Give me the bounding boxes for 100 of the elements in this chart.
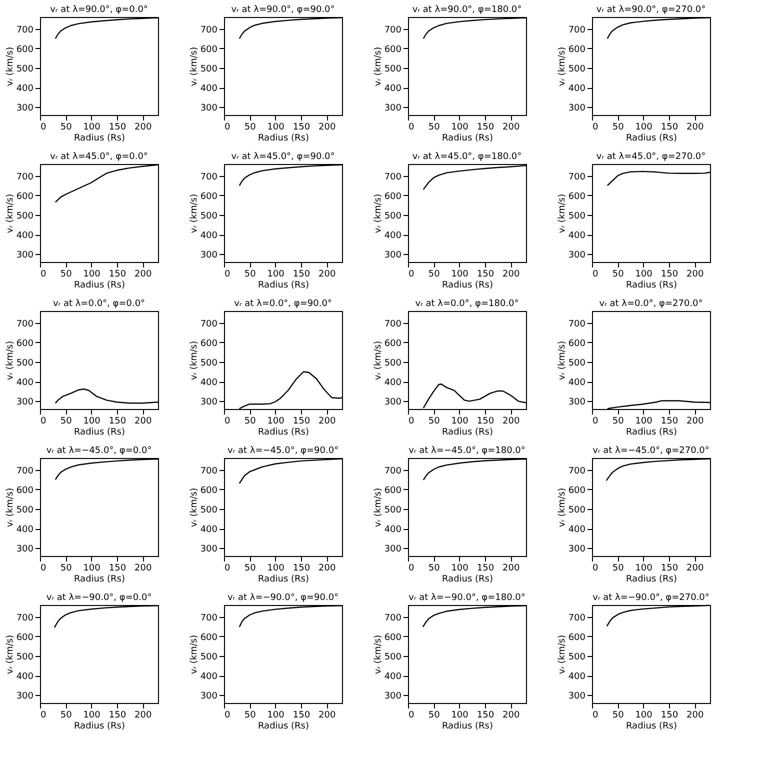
chart-title: vᵣ at λ=90.0°, φ=0.0° — [50, 5, 148, 15]
y-tick-label: 700 — [568, 613, 586, 624]
y-tick-label: 300 — [384, 250, 402, 261]
x-tick-label: 200 — [502, 416, 520, 426]
x-tick-label: 100 — [83, 710, 101, 720]
y-tick-label: 500 — [384, 64, 402, 74]
y-tick-label: 300 — [384, 692, 402, 702]
y-tick-label: 400 — [568, 672, 586, 682]
x-tick-label: 50 — [244, 416, 256, 426]
y-tick-label: 500 — [568, 505, 586, 516]
x-tick-label: 0 — [224, 564, 230, 574]
chart-title: vᵣ at λ=−45.0°, φ=180.0° — [408, 446, 526, 456]
y-tick-label: 700 — [568, 25, 586, 36]
y-tick-label: 400 — [568, 231, 586, 242]
x-tick-label: 200 — [502, 564, 520, 574]
y-axis-title: vᵣ (km/s) — [557, 46, 568, 86]
x-tick-label: 200 — [134, 122, 152, 132]
x-tick-label: 0 — [408, 710, 414, 720]
y-tick-label: 400 — [384, 84, 402, 94]
y-tick-label: 400 — [16, 231, 34, 242]
x-tick-label: 100 — [451, 270, 469, 280]
x-tick-label: 200 — [134, 270, 152, 280]
x-axis-title: Radius (Rs) — [74, 134, 126, 144]
y-tick-label: 500 — [384, 211, 402, 222]
y-axis-title: vᵣ (km/s) — [189, 194, 200, 234]
x-tick-label: 150 — [108, 564, 126, 574]
y-tick-label: 600 — [568, 486, 586, 496]
y-tick-label: 300 — [200, 692, 218, 702]
x-axis-title: Radius (Rs) — [442, 428, 494, 438]
chart-title: vᵣ at λ=45.0°, φ=270.0° — [596, 152, 706, 162]
x-tick-label: 200 — [502, 270, 520, 280]
x-tick-label: 100 — [267, 564, 285, 574]
x-axis-title: Radius (Rs) — [626, 134, 678, 144]
x-tick-label: 100 — [83, 564, 101, 574]
x-tick-label: 100 — [267, 122, 285, 132]
x-tick-label: 100 — [267, 710, 285, 720]
y-tick-label: 600 — [200, 338, 218, 349]
y-tick-label: 300 — [384, 398, 402, 408]
y-tick-label: 600 — [200, 44, 218, 55]
x-tick-label: 200 — [686, 710, 704, 720]
chart-title: vᵣ at λ=90.0°, φ=270.0° — [596, 4, 706, 15]
x-tick-label: 0 — [592, 564, 598, 574]
x-tick-label: 50 — [428, 270, 440, 280]
x-tick-label: 200 — [134, 564, 152, 574]
x-tick-label: 200 — [318, 564, 336, 574]
y-tick-label: 700 — [200, 319, 218, 330]
y-axis-title: vᵣ (km/s) — [373, 634, 384, 674]
x-tick-label: 50 — [428, 122, 440, 132]
x-tick-label: 150 — [476, 416, 494, 426]
y-tick-label: 400 — [568, 525, 586, 536]
y-tick-label: 600 — [568, 192, 586, 202]
x-tick-label: 50 — [612, 564, 624, 574]
y-tick-label: 400 — [16, 378, 34, 388]
y-tick-label: 600 — [200, 192, 218, 202]
x-tick-label: 150 — [660, 710, 678, 720]
y-axis-title: vᵣ (km/s) — [373, 488, 384, 528]
y-axis-title: vᵣ (km/s) — [5, 46, 16, 86]
y-tick-label: 400 — [568, 84, 586, 94]
x-tick-label: 50 — [60, 270, 72, 280]
x-tick-label: 150 — [108, 416, 126, 426]
y-tick-label: 600 — [384, 44, 402, 55]
x-tick-label: 50 — [60, 122, 72, 132]
y-tick-label: 400 — [16, 84, 34, 94]
chart-title: vᵣ at λ=−45.0°, φ=0.0° — [46, 446, 152, 456]
y-tick-label: 500 — [16, 652, 34, 662]
y-axis-title: vᵣ (km/s) — [189, 46, 200, 86]
y-axis-title: vᵣ (km/s) — [373, 194, 384, 234]
y-tick-label: 700 — [16, 613, 34, 624]
y-axis-title: vᵣ (km/s) — [373, 340, 384, 380]
x-tick-label: 100 — [83, 416, 101, 426]
y-tick-label: 700 — [200, 613, 218, 624]
y-tick-label: 600 — [200, 486, 218, 496]
y-tick-label: 600 — [384, 192, 402, 202]
y-tick-label: 400 — [16, 672, 34, 682]
y-tick-label: 400 — [384, 672, 402, 682]
x-axis-title: Radius (Rs) — [442, 722, 494, 732]
x-tick-label: 150 — [660, 564, 678, 574]
x-axis-title: Radius (Rs) — [258, 428, 310, 438]
y-tick-label: 700 — [568, 172, 586, 182]
x-tick-label: 150 — [476, 710, 494, 720]
x-tick-label: 150 — [476, 122, 494, 132]
y-tick-label: 700 — [200, 25, 218, 36]
chart-title: vᵣ at λ=−45.0°, φ=270.0° — [592, 446, 710, 456]
x-tick-label: 100 — [83, 122, 101, 132]
x-tick-label: 0 — [224, 416, 230, 426]
y-tick-label: 700 — [384, 466, 402, 476]
y-tick-label: 700 — [568, 466, 586, 476]
y-tick-label: 500 — [384, 358, 402, 368]
x-tick-label: 100 — [635, 122, 653, 132]
y-tick-label: 700 — [16, 319, 34, 330]
y-tick-label: 700 — [384, 25, 402, 36]
chart-title: vᵣ at λ=−45.0°, φ=90.0° — [227, 446, 339, 456]
x-tick-label: 0 — [224, 270, 230, 280]
y-tick-label: 300 — [200, 250, 218, 261]
chart-title: vᵣ at λ=45.0°, φ=90.0° — [231, 152, 335, 162]
y-tick-label: 400 — [568, 378, 586, 388]
y-tick-label: 600 — [200, 632, 218, 643]
chart-title: vᵣ at λ=−90.0°, φ=90.0° — [227, 592, 339, 603]
y-tick-label: 300 — [568, 544, 586, 555]
y-tick-label: 300 — [384, 544, 402, 555]
